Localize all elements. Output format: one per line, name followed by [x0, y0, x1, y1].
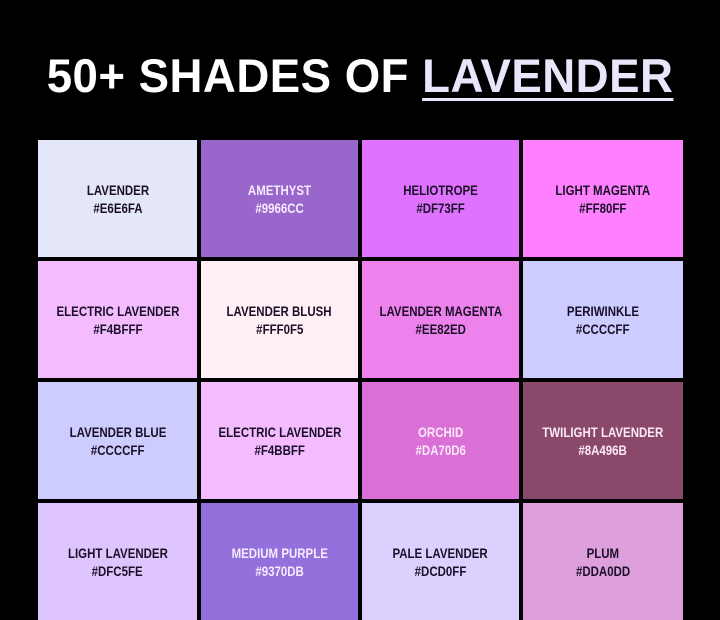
page-title: 50+ SHADES OF LAVENDER: [0, 48, 720, 103]
swatch-name: ELECTRIC LAVENDER: [218, 423, 341, 440]
swatch-name: ORCHID: [417, 423, 464, 440]
swatch-hex: #EE82ED: [415, 320, 466, 337]
swatch-name: ELECTRIC LAVENDER: [56, 302, 179, 319]
swatch-name: PERIWINKLE: [566, 302, 640, 319]
swatch-hex: #CCCCFF: [576, 320, 630, 337]
color-swatch: AMETHYST #9966CC: [201, 140, 358, 257]
color-swatch: ELECTRIC LAVENDER #F4BBFF: [201, 382, 358, 499]
color-swatch: ORCHID #DA70D6: [362, 382, 519, 499]
swatch-hex: #DDA0DD: [575, 562, 631, 579]
swatch-hex: #CCCCFF: [90, 441, 145, 458]
swatch-hex: #DFC5FE: [91, 562, 144, 579]
swatch-name: PALE LAVENDER: [392, 544, 489, 561]
swatch-name: MEDIUM PURPLE: [231, 544, 328, 561]
color-swatch: LAVENDER MAGENTA #EE82ED: [362, 261, 519, 378]
swatch-name: TWILIGHT LAVENDER: [542, 423, 664, 440]
swatch-name: PLUM: [586, 544, 620, 561]
swatch-name: LAVENDER BLUE: [69, 423, 166, 440]
swatch-hex: #F4BFFF: [92, 320, 143, 337]
swatch-hex: #E6E6FA: [92, 199, 143, 216]
swatch-name: LAVENDER BLUSH: [226, 302, 333, 319]
color-swatch: PERIWINKLE #CCCCFF: [523, 261, 683, 378]
swatch-name: LIGHT LAVENDER: [67, 544, 168, 561]
swatch-hex: #FFF0F5: [255, 320, 304, 337]
swatch-name: LAVENDER: [86, 181, 149, 198]
color-swatch: LIGHT MAGENTA #FF80FF: [523, 140, 683, 257]
color-swatch: ELECTRIC LAVENDER #F4BFFF: [38, 261, 197, 378]
swatch-name: LAVENDER MAGENTA: [379, 302, 502, 319]
swatch-hex: #FF80FF: [579, 199, 627, 216]
title-highlight: LAVENDER: [422, 49, 674, 102]
swatch-hex: #DF73FF: [416, 199, 465, 216]
swatch-hex: #DA70D6: [415, 441, 466, 458]
color-swatch: PLUM #DDA0DD: [523, 503, 683, 620]
color-swatch: PALE LAVENDER #DCD0FF: [362, 503, 519, 620]
color-swatch: HELIOTROPE #DF73FF: [362, 140, 519, 257]
color-swatch: MEDIUM PURPLE #9370DB: [201, 503, 358, 620]
title-prefix: 50+ SHADES OF: [46, 49, 423, 102]
color-swatch: TWILIGHT LAVENDER #8A496B: [523, 382, 683, 499]
swatch-hex: #9370DB: [255, 562, 304, 579]
swatch-hex: #9966CC: [255, 199, 304, 216]
swatch-name: HELIOTROPE: [403, 181, 478, 198]
color-swatch: LAVENDER BLUSH #FFF0F5: [201, 261, 358, 378]
swatch-hex: #F4BBFF: [254, 441, 305, 458]
color-swatch-grid: LAVENDER #E6E6FA AMETHYST #9966CC HELIOTROPE…: [38, 140, 683, 620]
color-swatch: LAVENDER #E6E6FA: [38, 140, 197, 257]
swatch-name: AMETHYST: [247, 181, 312, 198]
color-swatch: LAVENDER BLUE #CCCCFF: [38, 382, 197, 499]
color-swatch: LIGHT LAVENDER #DFC5FE: [38, 503, 197, 620]
swatch-name: LIGHT MAGENTA: [555, 181, 651, 198]
swatch-hex: #DCD0FF: [414, 562, 467, 579]
swatch-hex: #8A496B: [578, 441, 628, 458]
